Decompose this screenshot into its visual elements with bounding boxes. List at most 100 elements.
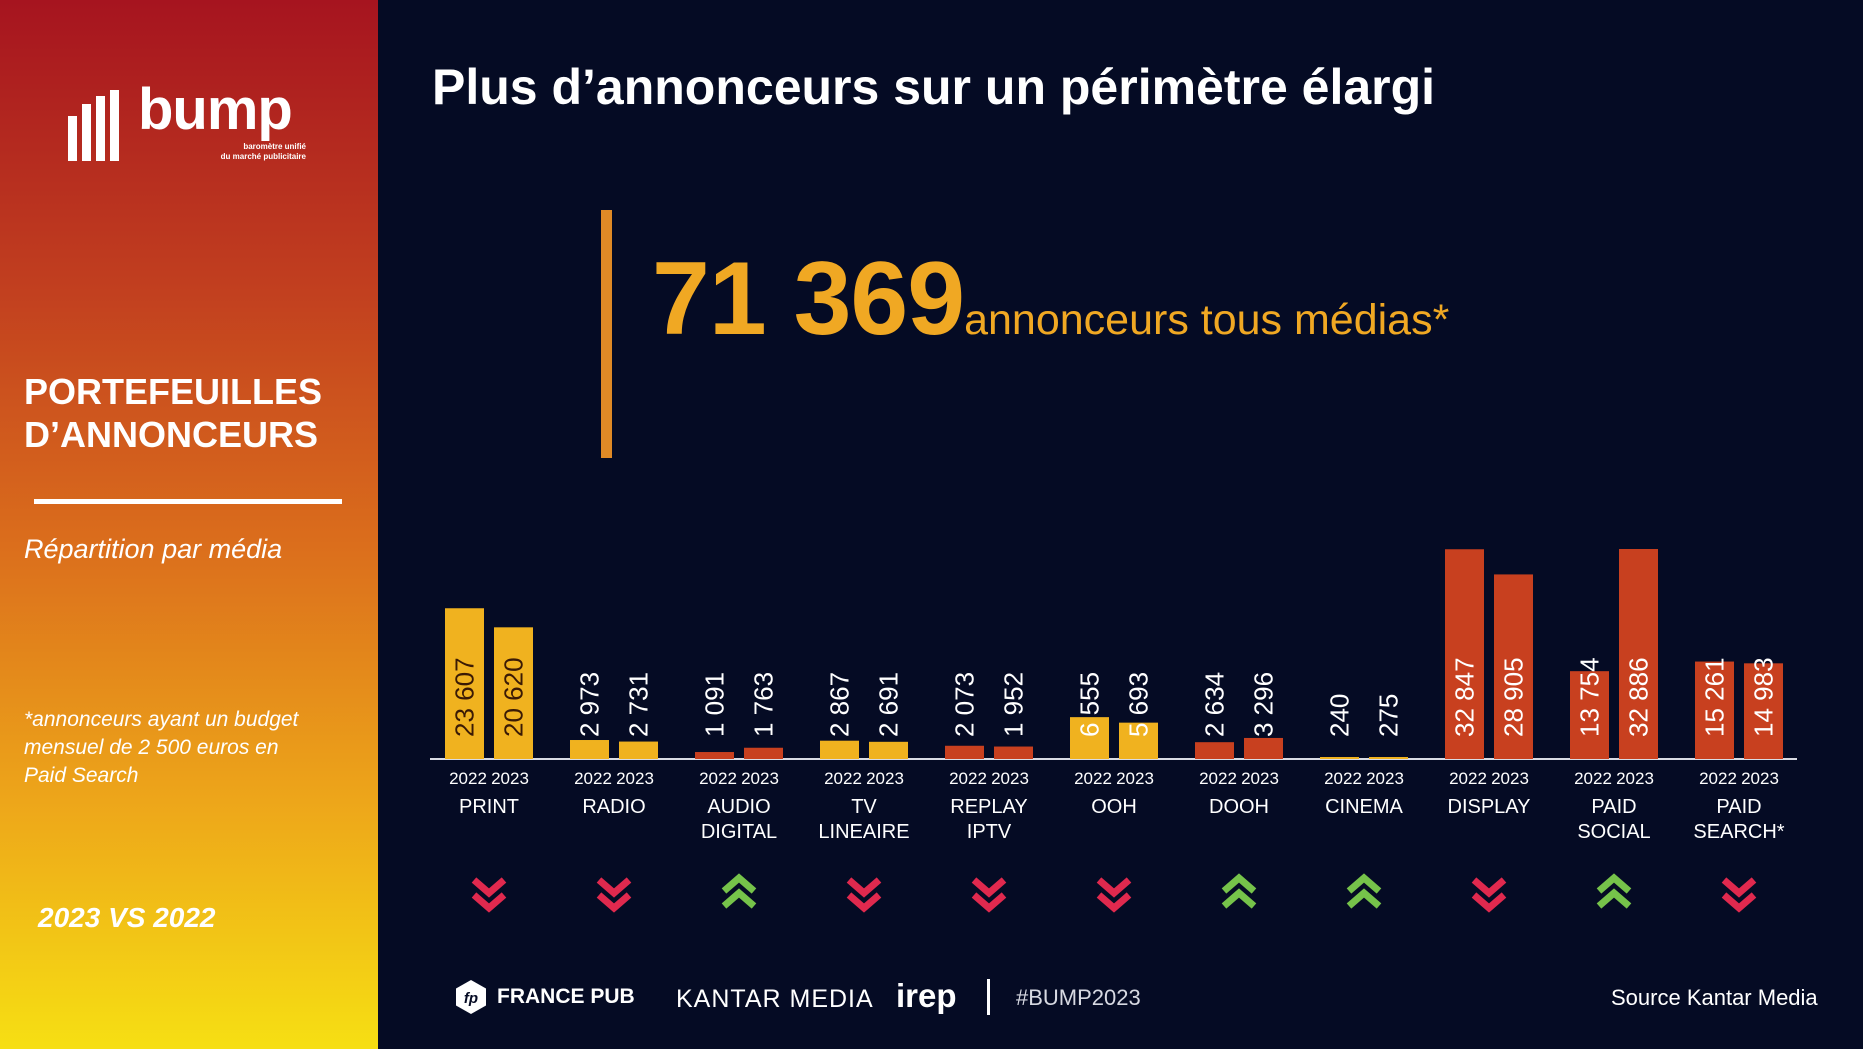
trend-down-icon (596, 877, 632, 913)
bar-2022 (695, 752, 734, 759)
bar-2023 (1494, 574, 1533, 759)
bar-value-label: 1 091 (700, 672, 730, 737)
year-tick-label: 2022 (824, 769, 862, 788)
year-tick-label: 2023 (616, 769, 654, 788)
bar-2022 (820, 740, 859, 759)
trend-up-icon (1221, 873, 1257, 909)
footnote: *annonceurs ayant un budget mensuel de 2… (24, 708, 299, 787)
brand-name: bump (138, 77, 293, 142)
category-label: LINEAIRE (818, 821, 909, 843)
category-label: RADIO (582, 796, 645, 818)
category-label: PAID (1716, 796, 1761, 818)
category-label: PRINT (459, 796, 519, 818)
section-title: PORTEFEUILLES D’ANNONCEURS (24, 370, 322, 456)
bar-value-label: 32 847 (1450, 657, 1480, 737)
category-label: AUDIO (707, 796, 770, 818)
france-pub-logo-icon: fp (456, 980, 486, 1014)
category-label: DIGITAL (701, 821, 777, 843)
year-tick-label: 2022 (1199, 769, 1237, 788)
bar-2022 (945, 745, 984, 759)
irep-logo: irep (896, 977, 957, 1014)
year-tick-label: 2023 (1241, 769, 1279, 788)
headline-accent-bar (601, 210, 612, 458)
year-tick-label: 2022 (1699, 769, 1737, 788)
bar-value-label: 2 731 (624, 672, 654, 737)
france-pub-icon-text: fp (464, 990, 478, 1007)
footer-separator (987, 979, 990, 1015)
year-tick-label: 2022 (1074, 769, 1112, 788)
source-credit: Source Kantar Media (1611, 985, 1818, 1010)
bar-value-label: 14 983 (1749, 657, 1779, 737)
trend-down-icon (1096, 877, 1132, 913)
category-label: SEARCH* (1693, 821, 1784, 843)
year-tick-label: 2023 (866, 769, 904, 788)
bar-2022 (1320, 757, 1359, 759)
bar-2023 (1119, 722, 1158, 759)
year-tick-label: 2022 (699, 769, 737, 788)
trend-up-icon (1596, 873, 1632, 909)
section-title-line-1: PORTEFEUILLES (24, 371, 323, 412)
category-label: PAID (1591, 796, 1636, 818)
bar-value-label: 2 073 (950, 672, 980, 737)
bar-2022 (1445, 549, 1484, 759)
year-tick-label: 2023 (1741, 769, 1779, 788)
bar-value-label: 20 620 (499, 657, 529, 737)
bar-2022 (570, 740, 609, 759)
page-title: Plus d’annonceurs sur un périmètre élarg… (432, 59, 1436, 115)
sidebar-divider (34, 499, 342, 504)
category-label: OOH (1091, 796, 1137, 818)
bar-value-label: 2 634 (1200, 672, 1230, 737)
year-tick-label: 2023 (491, 769, 529, 788)
category-label: CINEMA (1325, 796, 1403, 818)
kantar-media-logo: KANTAR MEDIA (676, 985, 874, 1013)
category-label: REPLAY (950, 796, 1027, 818)
category-label: TV (851, 796, 877, 818)
category-label: SOCIAL (1577, 821, 1650, 843)
year-tick-label: 2022 (449, 769, 487, 788)
section-title-line-2: D’ANNONCEURS (24, 414, 319, 455)
year-tick-label: 2022 (949, 769, 987, 788)
year-tick-label: 2022 (1324, 769, 1362, 788)
brand-tagline-line-2: du marché publicitaire (220, 152, 306, 161)
year-tick-label: 2023 (1491, 769, 1529, 788)
bar-2023 (1244, 737, 1283, 759)
headline-number: 71 369 (652, 241, 965, 357)
brand-tagline: baromètre unifié du marché publicitaire (146, 142, 306, 162)
bar-value-label: 1 952 (999, 672, 1029, 737)
bar-2022 (1070, 717, 1109, 759)
headline-label: annonceurs tous médias* (964, 296, 1450, 344)
headline: 71 369annonceurs tous médias* (652, 240, 1449, 359)
year-tick-label: 2023 (1616, 769, 1654, 788)
bump-bars-icon (68, 90, 119, 161)
hashtag: #BUMP2023 (1016, 985, 1141, 1010)
bar-2023 (994, 746, 1033, 759)
bar-value-label: 23 607 (450, 657, 480, 737)
bar-2022 (1195, 742, 1234, 759)
category-label: IPTV (967, 821, 1012, 843)
bar-2023 (1619, 549, 1658, 759)
bar-2023 (1744, 663, 1783, 759)
bar-value-label: 1 763 (749, 672, 779, 737)
section-subtitle: Répartition par média (24, 534, 283, 564)
bar-2023 (494, 627, 533, 759)
bar-2022 (445, 608, 484, 759)
france-pub-logo: FRANCE PUB (497, 985, 635, 1008)
year-tick-label: 2022 (1449, 769, 1487, 788)
year-tick-label: 2023 (741, 769, 779, 788)
bar-value-label: 5 693 (1124, 672, 1154, 737)
bar-value-label: 2 867 (825, 672, 855, 737)
trend-down-icon (471, 877, 507, 913)
bar-2023 (1369, 757, 1408, 759)
trend-down-icon (971, 877, 1007, 913)
bar-value-label: 13 754 (1575, 657, 1605, 737)
trend-up-icon (1346, 873, 1382, 909)
trend-down-icon (846, 877, 882, 913)
bar-value-label: 2 973 (575, 672, 605, 737)
category-label: DOOH (1209, 796, 1269, 818)
comparison-label: 2023 VS 2022 (38, 902, 216, 933)
bar-2022 (1570, 671, 1609, 759)
bar-value-label: 240 (1325, 694, 1355, 737)
bar-2022 (1695, 661, 1734, 759)
bar-value-label: 32 886 (1624, 657, 1654, 737)
